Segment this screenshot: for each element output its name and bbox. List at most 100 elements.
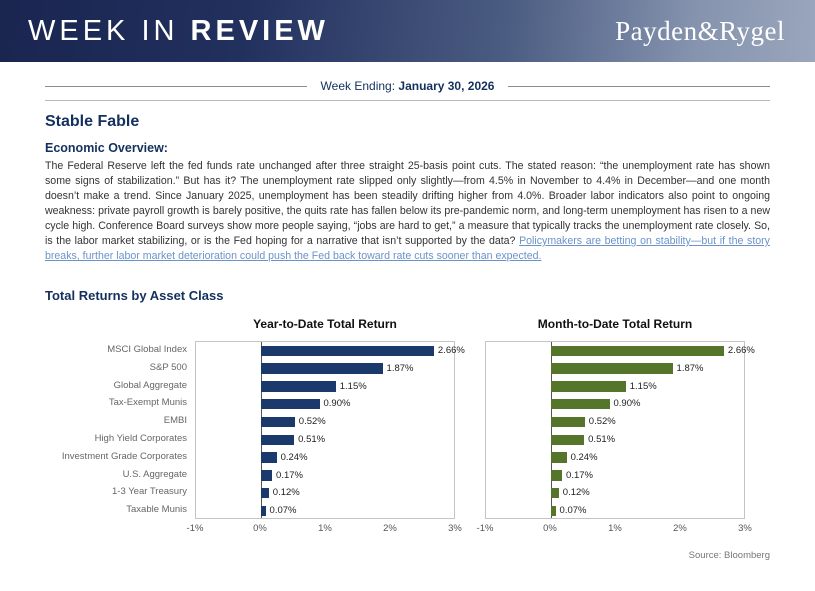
bar-value-label: 0.52% <box>588 416 616 428</box>
bar-value-label: 0.51% <box>298 433 326 445</box>
charts: MSCI Global Index S&P 500 Global Aggregate… <box>45 317 770 538</box>
category-label: High Yield Corporates <box>94 432 187 444</box>
bar <box>261 487 269 499</box>
bar-row: 0.07% <box>486 502 744 520</box>
ytd-plot-area: 2.66% 1.87% 1.15% 0.90% 0.52% 0.51% 0.24% 0.17%… <box>195 341 465 520</box>
newsletter-title: WEEK IN REVIEW <box>28 15 329 48</box>
x-tick-label: 2% <box>673 523 687 534</box>
returns-heading: Total Returns by Asset Class <box>45 288 224 303</box>
zero-axis-line <box>551 342 552 518</box>
bar <box>551 416 585 428</box>
bar <box>551 381 626 392</box>
category-labels: MSCI Global Index S&P 500 Global Aggregate… <box>45 341 195 519</box>
zero-axis-line <box>261 342 262 518</box>
category-label: EMBI <box>163 415 187 427</box>
bar-row: 0.12% <box>196 484 454 502</box>
bar <box>261 470 273 481</box>
category-labels-column: MSCI Global Index S&P 500 Global Aggregate… <box>45 317 195 538</box>
bar-value-label: 0.07% <box>559 505 587 517</box>
ytd-chart: Year-to-Date Total Return 2.66% 1.87% 1.15… <box>187 317 465 538</box>
category-label: Global Aggregate <box>113 379 187 391</box>
bar-row: 0.07% <box>196 502 454 520</box>
divider-left <box>45 85 307 87</box>
week-ending-label: Week Ending: <box>320 79 396 93</box>
x-tick-label: 1% <box>608 523 622 534</box>
bar-value-label: 0.12% <box>562 487 590 499</box>
ytd-x-axis: -1% 0% 1% 2% 3% <box>187 523 462 538</box>
article-title: Stable Fable <box>45 113 140 130</box>
bar <box>551 345 724 357</box>
bar-value-label: 1.15% <box>339 380 367 392</box>
bar <box>261 345 434 357</box>
week-ending-date: January 30, 2026 <box>398 79 495 93</box>
x-tick-label: 1% <box>318 523 332 534</box>
bar <box>551 470 563 481</box>
bar <box>261 505 266 517</box>
title-week-in: WEEK IN <box>28 14 179 47</box>
content: Stable Fable Economic Overview: The Fede… <box>0 101 815 561</box>
bar-value-label: 0.24% <box>570 451 598 463</box>
bar <box>551 398 610 410</box>
bar <box>261 381 336 392</box>
payden-rygel-logo: Payden&Rygel <box>615 15 785 46</box>
bar <box>551 505 556 517</box>
mtd-chart-title: Month-to-Date Total Return <box>537 317 693 331</box>
article-body-text: The Federal Reserve left the fed funds r… <box>45 160 770 247</box>
x-tick-label: 3% <box>448 523 462 534</box>
ytd-chart-title: Year-to-Date Total Return <box>253 317 397 331</box>
mtd-x-axis: -1% 0% 1% 2% 3% <box>477 523 752 538</box>
bar-value-label: 1.15% <box>629 380 657 392</box>
bar <box>551 363 673 374</box>
x-tick-label: -1% <box>476 523 494 534</box>
bar-row: 0.52% <box>196 413 454 431</box>
bar-row: 2.66% <box>196 342 465 360</box>
category-label: Tax-Exempt Munis <box>108 397 187 409</box>
mtd-chart: Month-to-Date Total Return 2.66% 1.87% 1.1… <box>477 317 755 538</box>
bar-value-label: 0.12% <box>272 487 300 499</box>
title-review: REVIEW <box>190 14 329 47</box>
mtd-plot-area: 2.66% 1.87% 1.15% 0.90% 0.52% 0.51% 0.24% 0.17%… <box>485 341 755 520</box>
bar-row: 0.52% <box>486 413 744 431</box>
bar <box>551 487 559 499</box>
bar-value-label: 1.87% <box>386 362 414 374</box>
bar <box>261 452 277 463</box>
bar-value-label: 0.90% <box>613 398 641 410</box>
x-tick-label: 2% <box>383 523 397 534</box>
x-tick-label: 0% <box>253 523 267 534</box>
bar-value-label: 0.52% <box>298 416 326 428</box>
bar-value-label: 2.66% <box>437 345 465 356</box>
bar-row: 0.17% <box>486 467 744 485</box>
bar-value-label: 0.17% <box>566 469 593 481</box>
economic-overview-heading: Economic Overview: <box>45 141 168 155</box>
category-label: U.S. Aggregate <box>122 468 187 480</box>
bar <box>551 434 585 446</box>
labels-title-spacer <box>45 317 195 341</box>
category-label: 1-3 Year Treasury <box>112 486 187 498</box>
article-body: The Federal Reserve left the fed funds r… <box>45 159 770 264</box>
bar-value-label: 0.07% <box>269 505 297 517</box>
category-label: S&P 500 <box>149 361 187 373</box>
bar-row: 0.90% <box>196 395 454 413</box>
bar-value-label: 0.24% <box>280 451 308 463</box>
bar-row: 0.12% <box>486 484 744 502</box>
week-ending-text: Week Ending: January 30, 2026 <box>321 79 495 93</box>
header-divider <box>45 100 770 101</box>
week-ending-row: Week Ending: January 30, 2026 <box>45 79 771 93</box>
bar <box>261 416 295 428</box>
bar <box>261 398 320 410</box>
bar <box>551 452 567 463</box>
x-tick-label: 3% <box>738 523 752 534</box>
bar-row: 1.15% <box>486 378 744 396</box>
bar-value-label: 2.66% <box>727 345 755 356</box>
category-label: Taxable Munis <box>126 504 187 516</box>
bar-value-label: 0.90% <box>323 398 351 410</box>
bar-value-label: 0.17% <box>276 469 303 481</box>
category-label: MSCI Global Index <box>107 344 187 355</box>
bar-value-label: 0.51% <box>588 433 616 445</box>
bar-row: 1.87% <box>196 360 454 378</box>
article-link[interactable]: Policymakers are betting on stability—bu… <box>45 235 770 262</box>
header-banner: WEEK IN REVIEW Payden&Rygel <box>0 0 815 62</box>
bar-row: 2.66% <box>486 342 755 360</box>
bar-row: 0.24% <box>196 449 454 467</box>
